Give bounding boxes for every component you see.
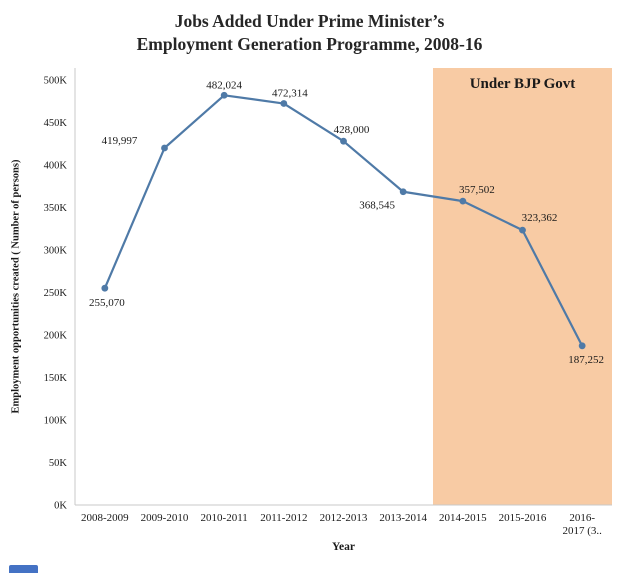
data-label: 428,000 — [334, 124, 370, 136]
bottom-left-blue-element — [9, 565, 38, 573]
x-tick-label: 2012-2013 — [320, 512, 368, 524]
x-tick-label: 2010-2011 — [201, 512, 248, 524]
y-axis-title: Employment opportunities created ( Numbe… — [0, 68, 32, 505]
x-tick-label: 2009-2010 — [141, 512, 189, 524]
data-point — [399, 188, 407, 196]
data-point — [280, 100, 288, 107]
chart-title-line1: Jobs Added Under Prime Minister’s — [174, 11, 445, 31]
x-tick-label: 2015-2016 — [499, 512, 547, 524]
data-label: 368,545 — [359, 200, 395, 212]
bjp-govt-region — [433, 68, 612, 505]
data-label: 255,070 — [89, 297, 125, 309]
data-label: 482,024 — [206, 79, 242, 91]
y-tick-label: 300K — [44, 246, 68, 257]
data-point — [459, 197, 467, 205]
data-point — [519, 226, 526, 234]
y-tick-label: 450K — [44, 118, 68, 129]
chart-title-line2: Employment Generation Programme, 2008-16 — [136, 34, 483, 54]
x-tick-label: 2016-2017 (3.. — [562, 512, 602, 537]
chart-title: Jobs Added Under Prime Minister’s Employ… — [0, 10, 619, 56]
y-axis-title-text: Employment opportunities created ( Numbe… — [10, 159, 22, 414]
x-axis-title: Year — [332, 541, 355, 553]
data-point — [340, 137, 347, 145]
data-label: 472,314 — [272, 88, 308, 100]
y-tick-label: 500K — [44, 76, 68, 87]
y-tick-label: 250K — [44, 288, 68, 299]
data-point — [161, 144, 168, 152]
data-label: 187,252 — [568, 354, 604, 366]
y-tick-label: 400K — [44, 161, 68, 172]
data-point — [220, 91, 228, 99]
y-tick-label: 100K — [44, 416, 68, 427]
y-tick-label: 150K — [44, 373, 68, 384]
data-point — [101, 284, 109, 292]
y-tick-label: 200K — [44, 331, 68, 342]
y-tick-label: 50K — [49, 458, 68, 469]
y-tick-label: 0K — [54, 501, 67, 512]
bjp-govt-region-label: Under BJP Govt — [470, 76, 576, 92]
x-tick-label: 2014-2015 — [439, 512, 487, 524]
data-label: 323,362 — [522, 212, 558, 224]
data-label: 357,502 — [459, 184, 495, 196]
data-point — [578, 342, 586, 350]
x-tick-label: 2008-2009 — [81, 512, 129, 524]
x-tick-label: 2011-2012 — [260, 512, 307, 524]
x-tick-label: 2013-2014 — [379, 512, 427, 524]
data-label: 419,997 — [102, 135, 138, 147]
y-tick-label: 350K — [44, 203, 68, 214]
